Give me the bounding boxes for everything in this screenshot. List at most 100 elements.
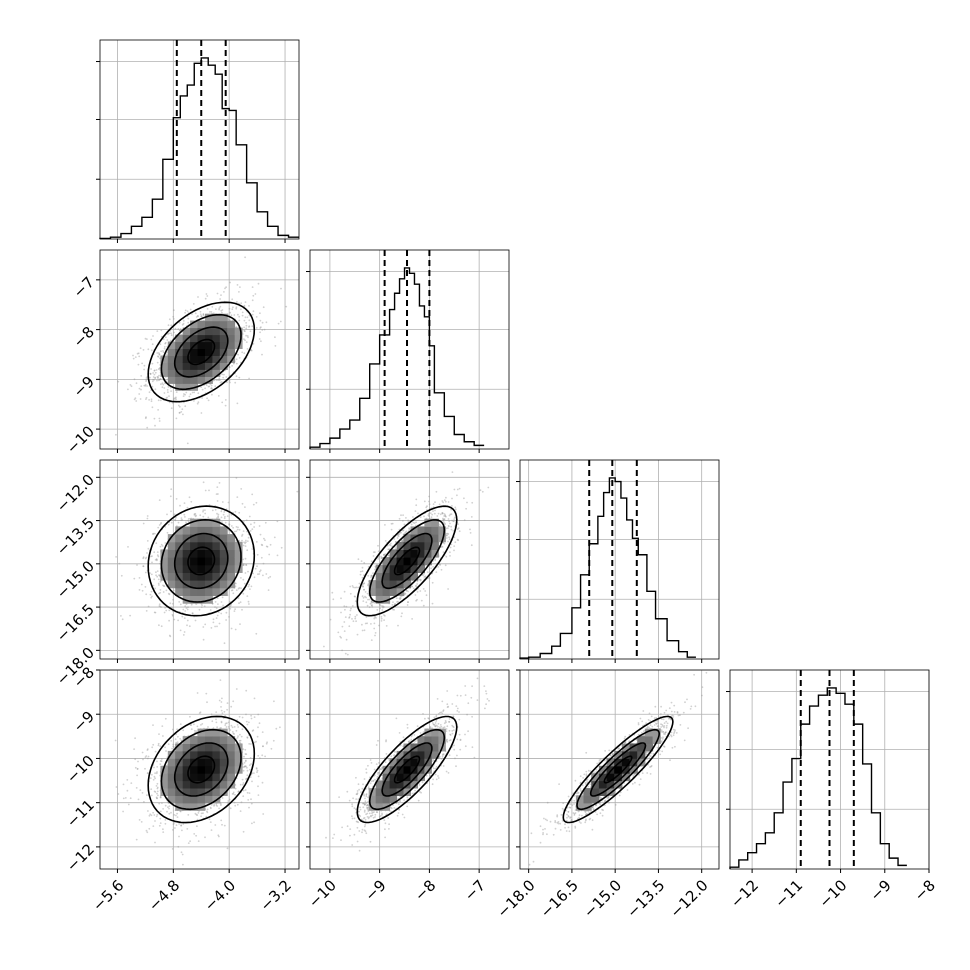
scatter-point xyxy=(204,836,206,839)
scatter-point xyxy=(231,731,234,733)
scatter-point xyxy=(236,496,239,498)
scatter-point xyxy=(248,325,251,327)
scatter-point xyxy=(374,632,377,634)
density-cell xyxy=(205,376,213,384)
scatter-point xyxy=(348,616,351,618)
scatter-point xyxy=(196,725,199,728)
scatter-point xyxy=(364,595,366,598)
scatter-point xyxy=(241,314,244,317)
histogram-panel-1 xyxy=(306,249,510,453)
scatter-point xyxy=(163,387,166,389)
scatter-point xyxy=(443,542,446,545)
scatter-point xyxy=(466,501,468,504)
scatter-point xyxy=(203,605,206,608)
scatter-point xyxy=(250,802,253,805)
scatter-point xyxy=(160,606,163,608)
scatter-point xyxy=(451,519,453,522)
density-cell xyxy=(205,587,213,596)
scatter-point xyxy=(234,381,237,384)
scatter-point xyxy=(200,606,203,608)
scatter-point xyxy=(250,349,253,351)
scatter-point xyxy=(394,541,397,543)
scatter-point xyxy=(370,604,373,607)
scatter-point xyxy=(198,608,201,611)
scatter-point xyxy=(243,304,246,307)
scatter-point xyxy=(207,516,210,519)
density-cell xyxy=(190,534,198,543)
scatter-point xyxy=(195,316,198,318)
scatter-point xyxy=(246,348,249,350)
scatter-point xyxy=(238,319,241,322)
scatter-point xyxy=(366,604,369,607)
density-cell xyxy=(389,564,398,573)
scatter-point xyxy=(167,806,169,809)
density-cell xyxy=(197,557,206,566)
contour-level xyxy=(368,519,446,603)
density-cell xyxy=(382,557,391,566)
scatter-point xyxy=(153,532,156,535)
scatter-point xyxy=(159,589,162,591)
density-cell xyxy=(205,341,213,349)
scatter-point xyxy=(259,327,262,329)
scatter-point xyxy=(248,305,250,307)
scatter-point xyxy=(223,511,226,513)
scatter-point xyxy=(245,541,247,544)
scatter-point xyxy=(142,556,145,559)
density-cell xyxy=(160,572,169,581)
scatter-point xyxy=(251,780,253,783)
scatter-point xyxy=(229,807,232,810)
density-cell xyxy=(234,549,243,558)
scatter-point xyxy=(228,318,230,321)
scatter-point xyxy=(260,543,263,546)
scatter-point xyxy=(137,352,140,355)
density-cell xyxy=(190,526,198,535)
scatter-point xyxy=(256,553,259,556)
scatter-point xyxy=(401,539,404,542)
density-cell xyxy=(212,541,221,550)
scatter-point xyxy=(146,517,149,520)
scatter-point xyxy=(253,521,256,524)
density-cell xyxy=(219,320,228,329)
scatter-point xyxy=(228,616,230,618)
scatter-point xyxy=(407,590,409,593)
scatter-point xyxy=(392,601,394,603)
density-cell xyxy=(190,564,198,573)
scatter-point xyxy=(422,588,425,590)
panel-background xyxy=(100,40,299,239)
density-cell xyxy=(417,549,425,558)
scatter-point xyxy=(152,533,154,535)
scatter-point xyxy=(193,391,196,394)
scatter-point xyxy=(261,329,264,331)
density-cell xyxy=(431,541,439,550)
scatter-point xyxy=(184,405,187,408)
scatter-point xyxy=(151,406,154,409)
scatter-point xyxy=(175,741,178,744)
scatter-point xyxy=(195,514,198,517)
density-cell xyxy=(219,564,228,573)
scatter-point xyxy=(149,593,152,596)
scatter-point xyxy=(224,515,226,518)
scatter-point xyxy=(225,726,228,728)
scatter-point xyxy=(259,331,261,334)
scatter-point xyxy=(178,412,181,414)
scatter-point xyxy=(400,531,402,534)
density-cell xyxy=(182,369,191,377)
scatter-point xyxy=(137,798,140,801)
scatter-point xyxy=(156,379,158,382)
scatter-point xyxy=(448,514,451,517)
scatter-point xyxy=(154,424,156,427)
scatter-point xyxy=(250,523,252,526)
scatter-point xyxy=(234,804,237,807)
scatter-point xyxy=(193,513,196,515)
density-cell xyxy=(205,355,213,363)
scatter-point xyxy=(441,512,444,514)
density-cell xyxy=(424,534,432,543)
scatter-point xyxy=(370,600,373,602)
scatter-point xyxy=(242,830,245,833)
density-cell xyxy=(424,518,432,527)
density-cell xyxy=(175,348,184,356)
scatter-point xyxy=(168,634,171,637)
density-cell xyxy=(417,564,425,573)
scatter-point xyxy=(259,533,262,536)
scatter-point xyxy=(158,824,161,827)
